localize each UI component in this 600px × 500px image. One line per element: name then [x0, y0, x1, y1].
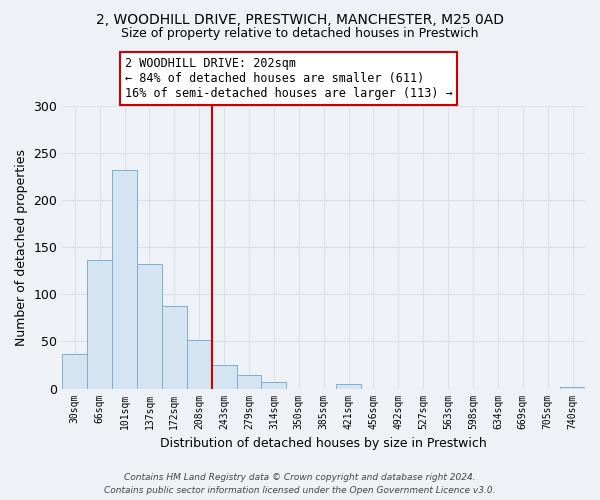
Bar [336, 384, 361, 388]
Bar [112, 170, 137, 388]
Text: 2, WOODHILL DRIVE, PRESTWICH, MANCHESTER, M25 0AD: 2, WOODHILL DRIVE, PRESTWICH, MANCHESTER… [96, 12, 504, 26]
Text: Contains HM Land Registry data © Crown copyright and database right 2024.
Contai: Contains HM Land Registry data © Crown c… [104, 474, 496, 495]
Bar [62, 354, 87, 388]
Text: Size of property relative to detached houses in Prestwich: Size of property relative to detached ho… [121, 28, 479, 40]
Bar [187, 340, 212, 388]
X-axis label: Distribution of detached houses by size in Prestwich: Distribution of detached houses by size … [160, 437, 487, 450]
Bar [87, 260, 112, 388]
Bar [137, 264, 162, 388]
Text: 2 WOODHILL DRIVE: 202sqm
← 84% of detached houses are smaller (611)
16% of semi-: 2 WOODHILL DRIVE: 202sqm ← 84% of detach… [125, 57, 453, 100]
Bar [162, 306, 187, 388]
Y-axis label: Number of detached properties: Number of detached properties [15, 148, 28, 346]
Bar [236, 376, 262, 388]
Bar [262, 382, 286, 388]
Bar [212, 365, 236, 388]
Bar [560, 386, 585, 388]
